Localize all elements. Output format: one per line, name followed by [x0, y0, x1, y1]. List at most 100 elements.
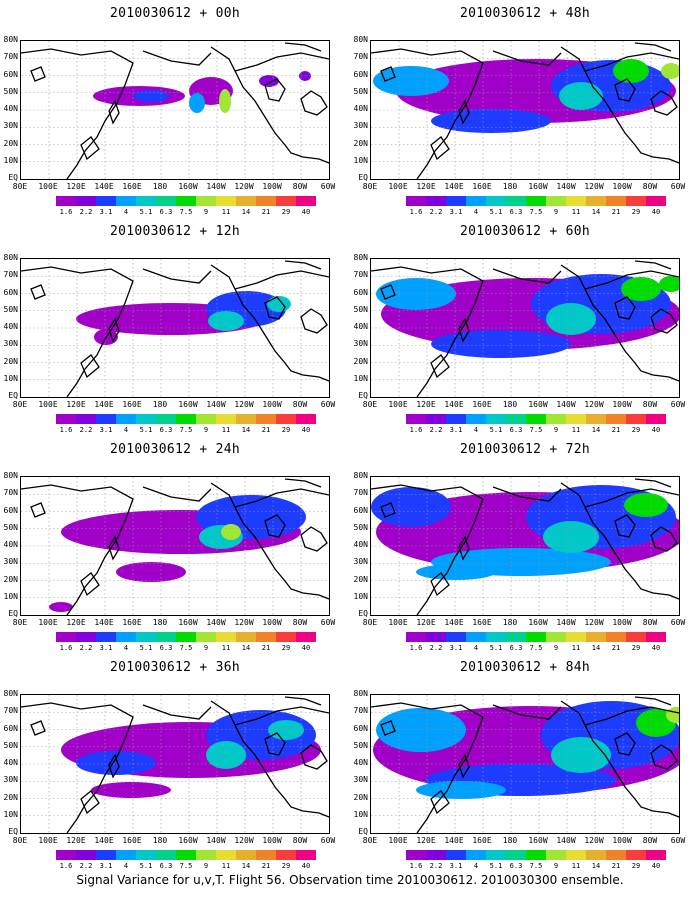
lon-tick-label: 120W — [584, 182, 604, 191]
colorbar-label: 21 — [611, 208, 621, 216]
lon-tick-label: 180 — [152, 400, 168, 409]
lat-tick-label: 30N — [353, 557, 368, 567]
lon-tick-label: 140W — [556, 182, 576, 191]
coastline — [234, 706, 329, 726]
colorbar-label: 29 — [281, 862, 291, 870]
lon-tick-label: 120W — [584, 836, 604, 845]
coastline — [458, 535, 470, 561]
coastline — [210, 482, 329, 600]
map-frame — [370, 40, 680, 180]
colorbar-label: 29 — [281, 208, 291, 216]
colorbar-swatch — [236, 632, 256, 642]
colorbar-swatch — [526, 414, 546, 424]
colorbar-label: 9 — [203, 862, 209, 870]
colorbar-label: 3.1 — [99, 208, 113, 216]
lon-tick-label: 120E — [416, 400, 436, 409]
colorbar-swatch — [646, 196, 666, 206]
lon-tick-label: 160W — [178, 182, 198, 191]
colorbar-label: 1.6 — [59, 208, 73, 216]
lat-tick-label: 50N — [3, 740, 18, 750]
coastline — [142, 50, 212, 66]
variance-contour — [219, 89, 231, 113]
panel-title: 2010030612 + 00h — [109, 6, 241, 21]
lat-tick-label: 40N — [353, 540, 368, 549]
coastline — [30, 720, 46, 736]
colorbar-swatch — [646, 414, 666, 424]
coastline — [284, 478, 322, 488]
lon-tick-label: 60W — [670, 182, 686, 191]
lat-tick-label: 30N — [353, 775, 368, 785]
colorbar-label: 4 — [123, 644, 129, 652]
variance-contour — [189, 93, 205, 113]
colorbar-label: 3.1 — [449, 862, 463, 870]
coastline — [492, 704, 562, 720]
lon-tick-label: 140E — [94, 618, 114, 627]
coastline — [560, 700, 679, 818]
colorbar-label: 11 — [571, 862, 581, 870]
colorbar-swatch — [116, 414, 136, 424]
lon-tick-label: 140W — [556, 836, 576, 845]
colorbar-swatch — [76, 850, 96, 860]
lon-tick-label: 100W — [262, 836, 282, 845]
lat-tick-label: 30N — [3, 775, 18, 785]
colorbar-label: 14 — [591, 862, 601, 870]
coastline — [21, 48, 134, 179]
colorbar-label: 9 — [553, 644, 559, 652]
lon-tick-label: 100W — [612, 400, 632, 409]
map-panel: 2010030612 + 24h 80N 70N 60N 50N 40N 30N 20N 10N… — [0, 436, 350, 654]
coastline — [80, 572, 100, 597]
colorbar-label: 1.6 — [409, 644, 423, 652]
lat-tick-label: 10N — [353, 809, 368, 819]
colorbar-label: 5.1 — [139, 862, 153, 870]
colorbar-swatch — [136, 196, 156, 206]
variance-contour — [613, 59, 649, 83]
map-plot — [371, 41, 679, 179]
colorbar-swatch — [566, 632, 586, 642]
coastline — [80, 790, 100, 815]
colorbar-swatch — [626, 414, 646, 424]
colorbar-label: 2.2 — [79, 426, 93, 434]
map-plot — [21, 477, 329, 615]
panel-title: 2010030612 + 12h — [109, 224, 241, 239]
colorbar-label: 6.3 — [159, 644, 173, 652]
lat-tick-label: 60N — [353, 287, 368, 297]
colorbar-swatch — [406, 196, 426, 206]
colorbar-swatch — [156, 850, 176, 860]
colorbar-swatch — [276, 632, 296, 642]
coastline — [560, 46, 679, 164]
map-frame — [370, 476, 680, 616]
coastline — [264, 78, 286, 102]
lon-tick-label: 120W — [234, 618, 254, 627]
coastline — [30, 66, 46, 82]
colorbar-swatch — [466, 196, 486, 206]
coastline — [430, 354, 450, 379]
coastline — [264, 732, 286, 756]
coastline — [210, 264, 329, 382]
colorbar-label: 2.2 — [79, 208, 93, 216]
colorbar-swatch — [296, 632, 316, 642]
colorbar-label: 40 — [651, 208, 661, 216]
variance-contour — [116, 562, 186, 582]
colorbar-label: 40 — [301, 862, 311, 870]
colorbar-swatch — [546, 850, 566, 860]
coastline — [371, 484, 484, 615]
coastline — [371, 266, 484, 397]
lon-tick-label: 140E — [444, 836, 464, 845]
coastline — [371, 48, 484, 179]
colorbar-label: 7.5 — [529, 426, 543, 434]
colorbar-swatch — [446, 414, 466, 424]
lat-tick-label: 10N — [3, 809, 18, 819]
colorbar-label: 4 — [473, 644, 479, 652]
coastline — [142, 486, 212, 502]
variance-contour — [299, 71, 311, 81]
lon-tick-label: 80W — [642, 400, 658, 409]
coastline — [634, 260, 672, 270]
colorbar-swatch — [406, 850, 426, 860]
lon-tick-label: 180 — [502, 400, 518, 409]
colorbar-swatch — [526, 196, 546, 206]
coastline — [430, 790, 450, 815]
lon-tick-label: 100W — [262, 182, 282, 191]
coastline — [108, 535, 120, 561]
lat-tick-label: 40N — [353, 758, 368, 767]
lat-tick-label: 80N — [353, 471, 368, 480]
